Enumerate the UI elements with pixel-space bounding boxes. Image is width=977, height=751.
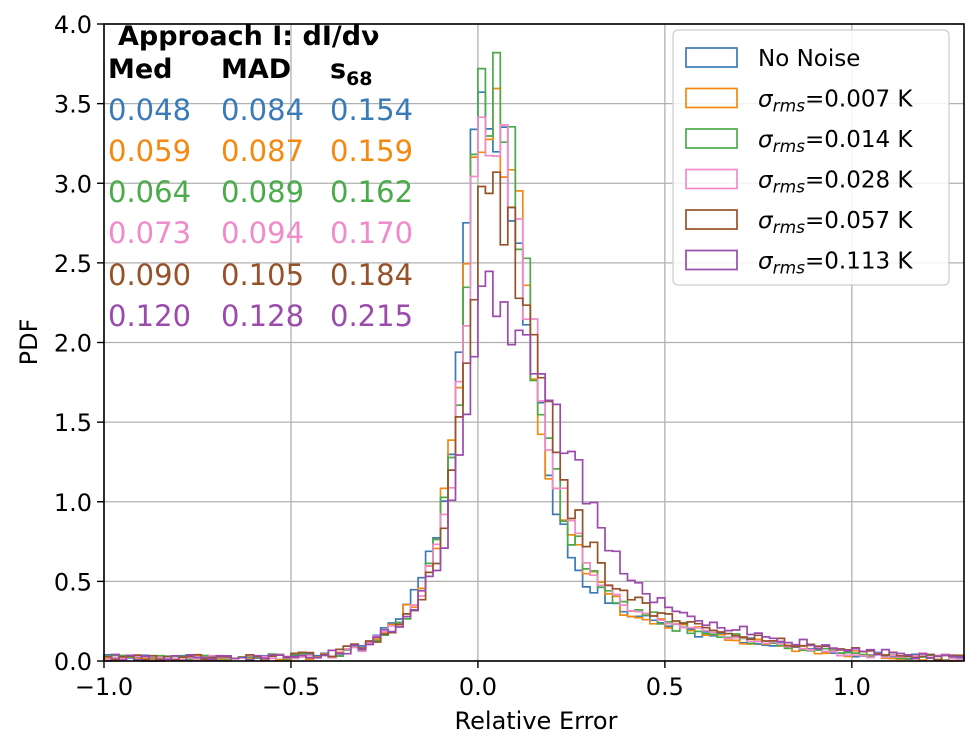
x-axis-label: Relative Error [455, 707, 618, 735]
y-axis-label: PDF [15, 319, 43, 366]
legend-label: σrms=0.028 K [758, 168, 913, 198]
stat-value: 0.170 [330, 216, 413, 250]
y-tick-label: 4.0 [54, 11, 92, 39]
stat-value: 0.087 [221, 134, 304, 168]
annotation-title: Approach I: dI/dν [118, 21, 379, 52]
stat-value: 0.105 [221, 258, 304, 292]
histogram-series [103, 51, 965, 662]
stat-value: 0.073 [108, 216, 191, 250]
stat-value: 0.154 [330, 93, 413, 127]
legend-swatch [685, 168, 738, 190]
legend-label: No Noise [758, 46, 860, 72]
stat-header-s68: s68 [330, 54, 373, 90]
stats-annotation: Approach I: dI/dν Med MAD s68 0.048 0.084… [108, 21, 413, 333]
stat-value: 0.090 [108, 258, 191, 292]
stat-value: 0.094 [221, 216, 304, 250]
x-tick-label: 0.5 [646, 673, 684, 701]
stat-value: 0.215 [330, 299, 413, 333]
legend-swatch [685, 87, 738, 109]
stat-header-med: Med [108, 54, 173, 85]
y-tick-label: 1.5 [54, 409, 92, 437]
stat-value: 0.048 [108, 93, 191, 127]
legend: No Noise σrms=0.007 K σrms=0.014 K σrms=0.0… [672, 29, 950, 286]
y-tick-label: 3.0 [54, 170, 92, 198]
x-tick-label: 1.0 [833, 673, 871, 701]
legend-swatch [685, 47, 738, 68]
legend-frame [672, 29, 950, 286]
stat-value: 0.184 [330, 258, 413, 292]
legend-swatch [685, 209, 738, 230]
y-tick-label: 2.0 [54, 330, 92, 358]
axis-ticks: −1.0 −0.5 0.0 0.5 1.0 0.0 0.5 1.0 1.5 2.0 2.5 3.0 3.… [54, 11, 871, 701]
legend-label: σrms=0.113 K [758, 249, 913, 279]
y-tick-label: 2.5 [54, 250, 92, 278]
stat-value: 0.162 [330, 175, 413, 209]
stat-value: 0.120 [108, 299, 191, 333]
stat-value: 0.059 [108, 134, 191, 168]
stat-header-mad: MAD [221, 54, 291, 85]
legend-label: σrms=0.057 K [758, 208, 913, 238]
x-tick-label: −0.5 [262, 673, 320, 701]
y-tick-label: 1.0 [54, 489, 92, 517]
stat-value: 0.159 [330, 134, 413, 168]
stat-value: 0.128 [221, 299, 304, 333]
y-tick-label: 0.0 [54, 648, 92, 676]
x-tick-label: −1.0 [75, 673, 133, 701]
x-tick-label: 0.0 [459, 673, 497, 701]
stat-value: 0.089 [221, 175, 304, 209]
y-tick-label: 3.5 [54, 91, 92, 119]
legend-swatch [685, 249, 738, 271]
stat-value: 0.084 [221, 93, 304, 127]
stat-value: 0.064 [108, 175, 191, 209]
legend-swatch [685, 128, 738, 149]
legend-label: σrms=0.007 K [758, 87, 913, 117]
y-tick-label: 0.5 [54, 568, 92, 596]
legend-label: σrms=0.014 K [758, 127, 913, 157]
